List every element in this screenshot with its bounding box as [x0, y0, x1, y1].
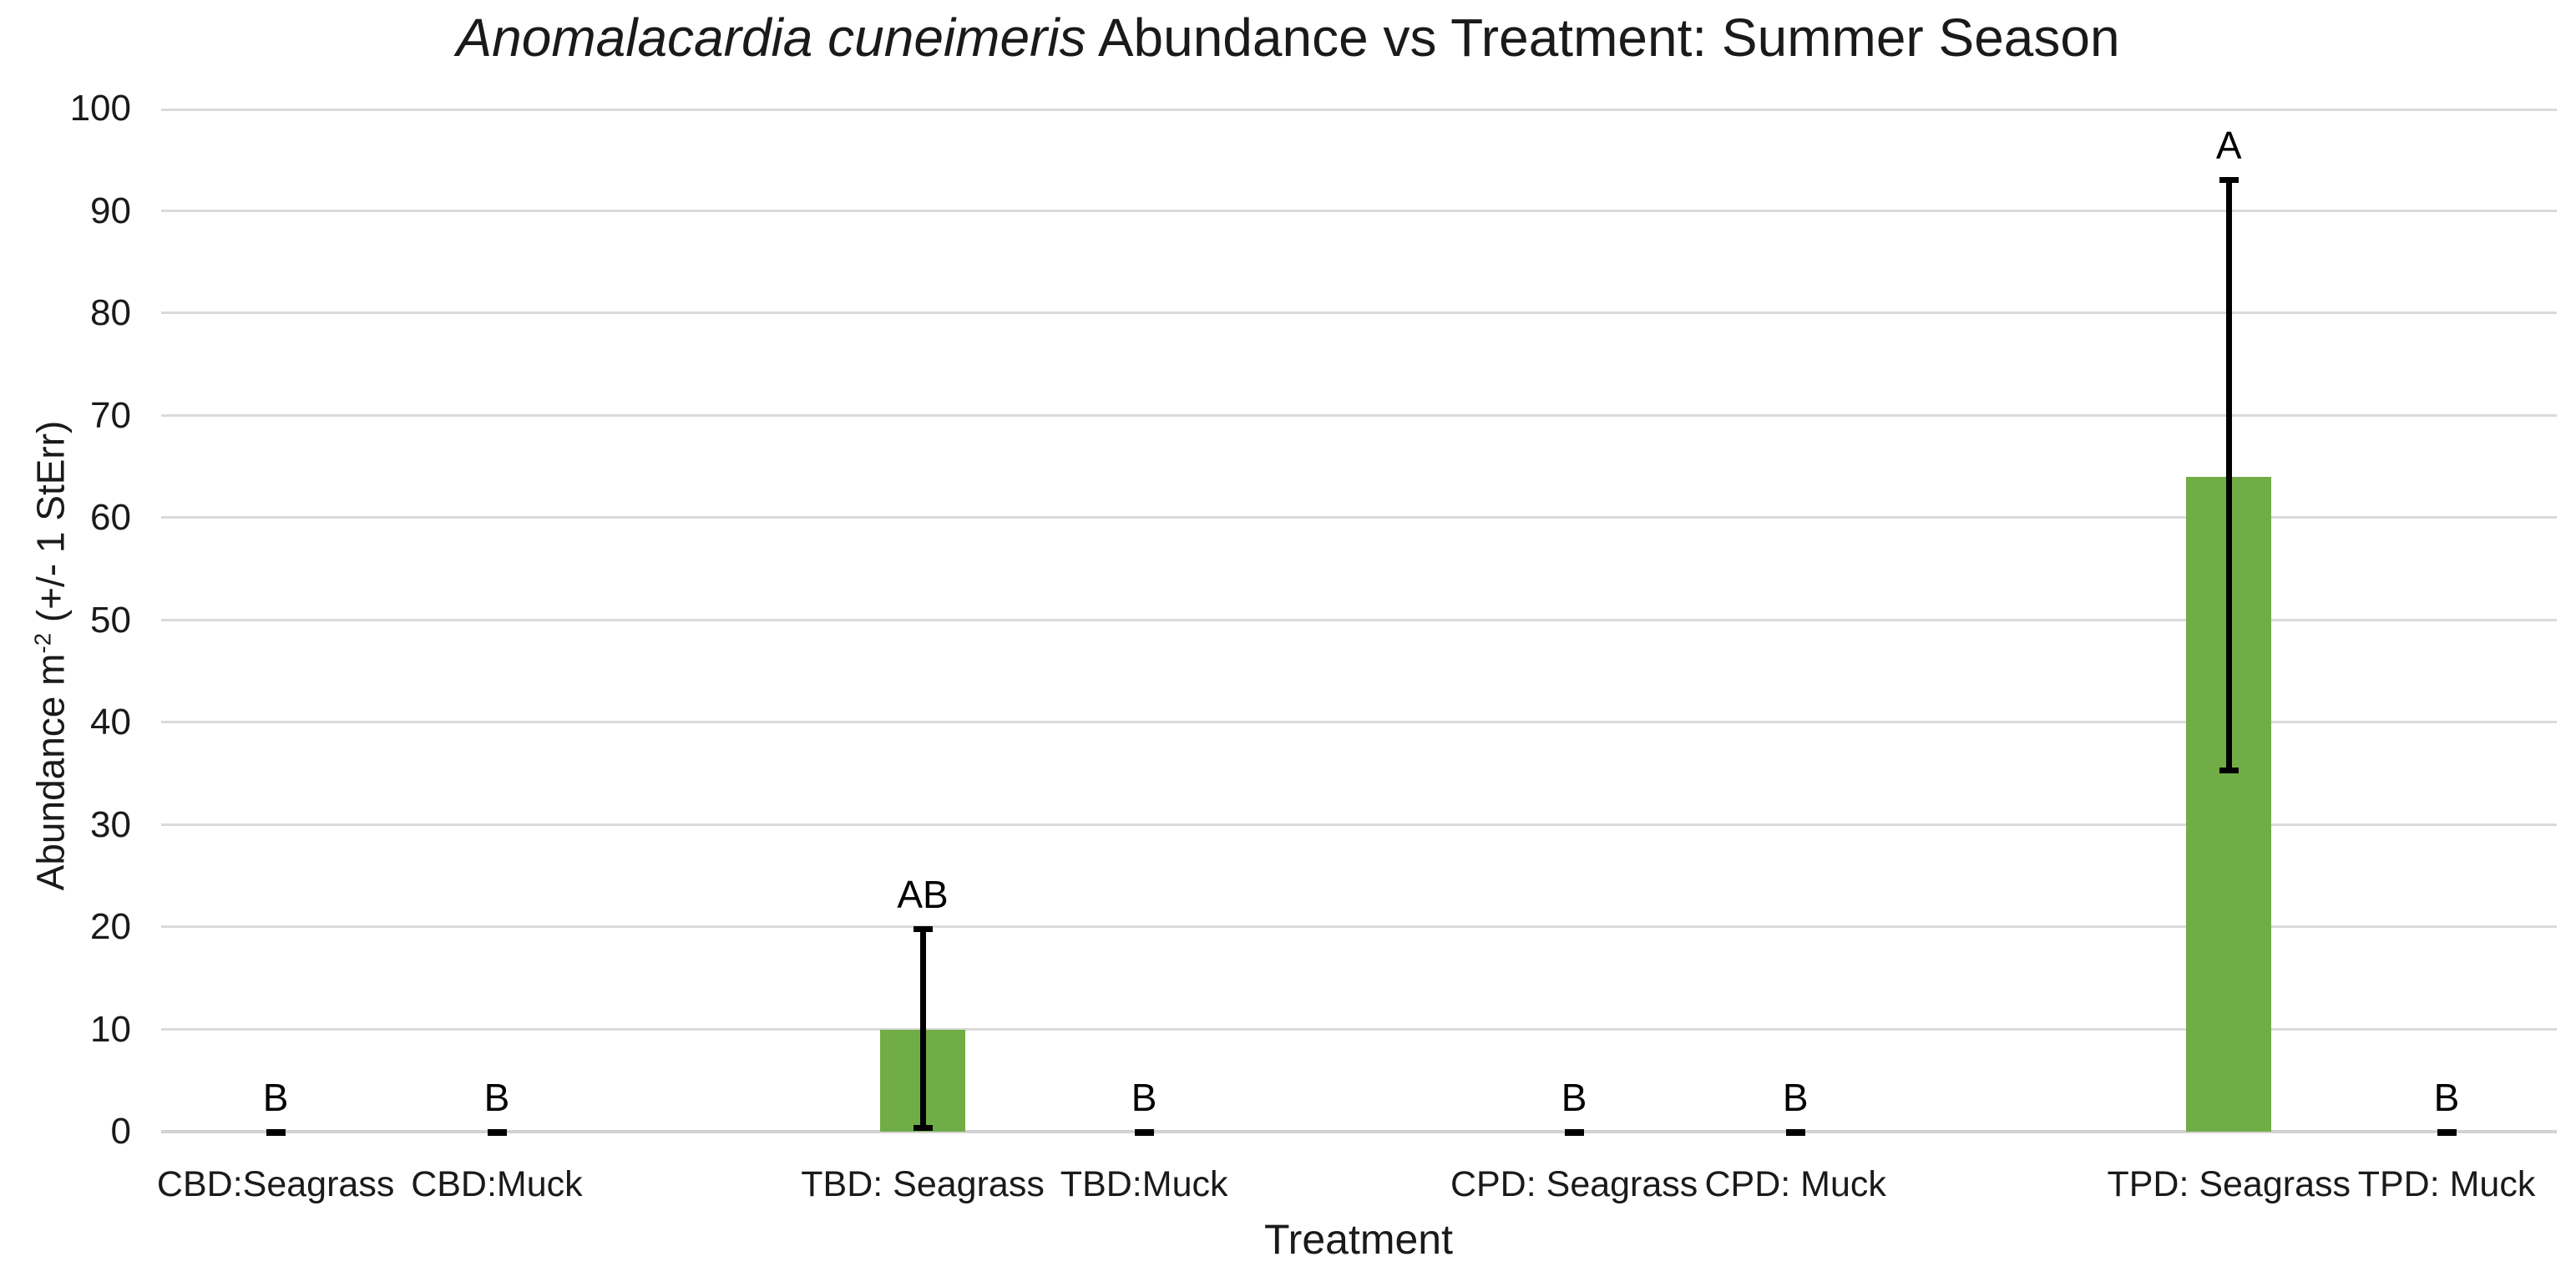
- zero-value-dash: [487, 1129, 507, 1136]
- y-tick-label: 90: [90, 190, 131, 231]
- gridline: [161, 823, 2557, 826]
- gridline: [161, 516, 2557, 519]
- zero-value-dash: [1786, 1129, 1806, 1136]
- chart-title: Anomalacardia cuneimeris Abundance vs Tr…: [0, 5, 2576, 70]
- x-tick-label: CPD: Muck: [1704, 1164, 1886, 1204]
- error-bar-cap-bottom: [2219, 767, 2239, 773]
- error-bar-cap-bottom: [913, 1125, 934, 1132]
- y-tick-label: 20: [90, 906, 131, 947]
- y-tick-label: 50: [90, 599, 131, 641]
- gridline: [161, 721, 2557, 723]
- zero-value-dash: [1565, 1129, 1585, 1136]
- y-tick-label: 30: [90, 803, 131, 845]
- y-tick-label: 40: [90, 702, 131, 742]
- x-tick-label: TPD: Muck: [2357, 1164, 2536, 1204]
- significance-letter: AB: [897, 873, 949, 917]
- error-bar-line: [920, 929, 927, 1129]
- zero-value-dash: [1135, 1129, 1155, 1136]
- significance-letter: A: [2215, 123, 2242, 167]
- error-bar-line: [2226, 179, 2233, 771]
- gridline: [161, 925, 2557, 928]
- x-tick-label: CPD: Seagrass: [1450, 1164, 1698, 1204]
- significance-letter: B: [262, 1076, 289, 1119]
- x-tick-label: TPD: Seagrass: [2107, 1164, 2351, 1204]
- gridline: [161, 209, 2557, 212]
- significance-letter: B: [1782, 1076, 1809, 1119]
- y-tick-label: 100: [69, 88, 131, 129]
- chart-title-species: Anomalacardia cuneimeris: [456, 8, 1086, 68]
- x-axis-line: [161, 1130, 2557, 1133]
- plot-area: B B AB B B B A B: [161, 109, 2557, 1136]
- y-axis-title-pre: Abundance m: [28, 653, 73, 891]
- y-tick-label: 0: [110, 1111, 131, 1152]
- gridline: [161, 312, 2557, 314]
- gridline: [161, 413, 2557, 417]
- zero-value-dash: [2437, 1129, 2457, 1136]
- significance-letter: B: [1561, 1076, 1587, 1119]
- x-axis-title: Treatment: [1263, 1216, 1454, 1263]
- y-tick-label: 70: [90, 394, 131, 436]
- gridline: [161, 618, 2557, 621]
- significance-letter: B: [483, 1076, 510, 1119]
- x-tick-label: CBD:Muck: [411, 1164, 583, 1204]
- gridline: [161, 109, 2557, 111]
- x-tick-label: CBD:Seagrass: [156, 1164, 395, 1204]
- gridline: [161, 1027, 2557, 1031]
- significance-letter: B: [1131, 1076, 1157, 1119]
- x-tick-label: TBD:Muck: [1060, 1164, 1228, 1204]
- significance-letter: B: [2433, 1076, 2460, 1119]
- error-bar-cap-top: [913, 926, 934, 933]
- y-tick-label: 80: [90, 292, 131, 333]
- x-tick-label: TBD: Seagrass: [801, 1164, 1045, 1204]
- y-tick-label: 60: [90, 497, 131, 538]
- zero-value-dash: [266, 1129, 286, 1136]
- y-tick-label: 10: [90, 1008, 131, 1050]
- chart-title-rest: Abundance vs Treatment: Summer Season: [1086, 8, 2120, 68]
- error-bar-cap-top: [2219, 176, 2239, 183]
